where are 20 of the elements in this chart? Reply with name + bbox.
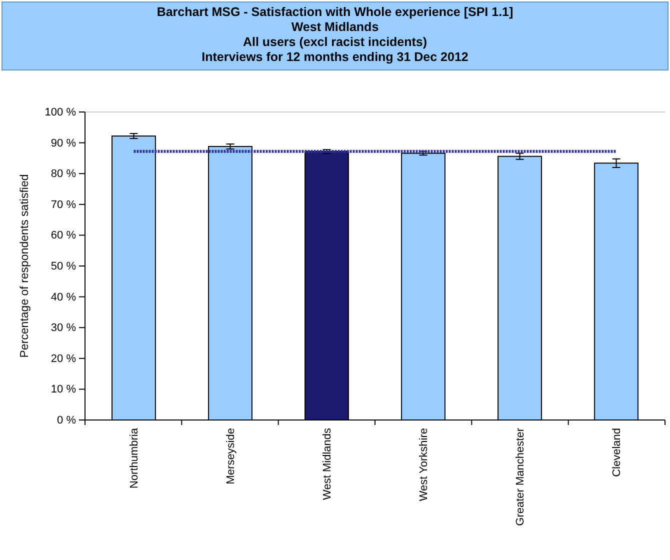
- y-tick-label: 70 %: [50, 198, 76, 211]
- x-tick-label: West Yorkshire: [418, 428, 430, 502]
- y-tick-label: 0 %: [57, 414, 76, 427]
- chart-title: Barchart MSG - Satisfaction with Whole experience [SPI 1.1]: [156, 5, 514, 19]
- y-tick-label: 50 %: [50, 260, 76, 273]
- y-tick-label: 10 %: [50, 384, 76, 396]
- x-tick-label: Greater Manchester: [514, 428, 527, 526]
- y-tick-label: 80 %: [50, 168, 76, 180]
- y-axis-title: Percentage of respondents satisfied: [19, 174, 31, 358]
- x-tick-label: West Midlands: [322, 428, 334, 500]
- x-tick-label: Cleveland: [611, 428, 624, 477]
- y-tick-label: 30 %: [50, 322, 76, 334]
- y-tick-label: 20 %: [50, 352, 76, 365]
- y-tick-label: 60 %: [50, 230, 76, 242]
- y-tick-label: 90 %: [50, 137, 76, 150]
- y-tick-label: 40 %: [50, 291, 76, 304]
- y-tick-label: 100 %: [44, 106, 76, 119]
- x-tick-label: Northumbria: [128, 427, 141, 489]
- x-tick-label: Merseyside: [225, 428, 238, 484]
- chart-subtitle: West Midlands All users (excl racist incidents) Interviews for 12 months ending 31 Dec 2012: [202, 20, 468, 64]
